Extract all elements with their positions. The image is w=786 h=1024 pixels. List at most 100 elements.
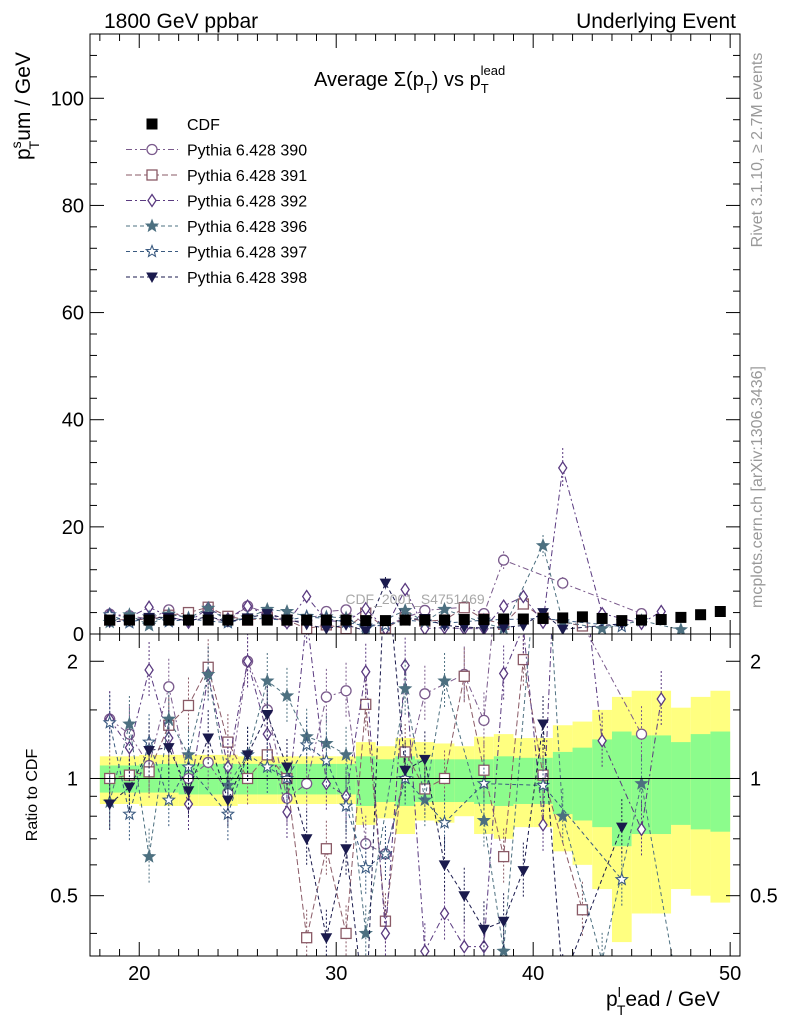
band-green-30 [690, 734, 711, 830]
cdf-point-14 [379, 615, 391, 627]
ratio-tick-label-left-0.5: 0.5 [50, 886, 78, 908]
cdf-point-25 [596, 612, 608, 624]
ratio-tick-label-right-2: 2 [750, 651, 761, 673]
ratio-point-3-3 [161, 711, 176, 726]
ratio-point-5-5 [202, 733, 215, 745]
series-point-5-13 [359, 626, 372, 634]
legend-label-3: Pythia 6.428 392 [187, 194, 307, 211]
legend-entry-2: Pythia 6.428 391 [126, 168, 307, 185]
y-tick-label-20: 20 [62, 517, 84, 539]
cdf-point-26 [616, 615, 628, 627]
chart-title-vs: ) vs p [432, 69, 481, 91]
ratio-point-2-16 [420, 944, 430, 956]
ratio-point-4-2 [141, 734, 157, 749]
ratio-point-4-0 [102, 715, 117, 729]
legend-label-5: Pythia 6.428 397 [187, 245, 307, 262]
ratio-point-5-7 [241, 750, 254, 761]
ratio-point-2-11 [321, 776, 332, 791]
ratio-point-3-18 [496, 943, 511, 956]
ratio-point-3-22 [634, 776, 649, 790]
ratio-point-2-7 [242, 654, 253, 669]
chart-title-sub2: T [481, 81, 489, 96]
ratio-point-2-22 [538, 817, 548, 833]
ratio-point-3-16 [437, 673, 452, 688]
cdf-point-15 [399, 614, 411, 626]
series-point-2-10 [301, 589, 312, 604]
ratio-point-1-6 [222, 736, 234, 748]
cdf-data [104, 606, 726, 627]
axis-ticks [90, 34, 740, 956]
band-green-14 [375, 759, 396, 803]
series-ratio-5 [103, 634, 628, 987]
ratio-point-3-20 [555, 808, 570, 823]
series-point-2-16 [420, 621, 430, 634]
ratio-point-3-12 [338, 747, 354, 761]
ratio-point-1-12 [340, 927, 352, 940]
cdf-point-9 [281, 614, 293, 626]
legend-entry-0: CDF [146, 117, 220, 134]
ratio-point-0-17 [478, 714, 490, 727]
y-tick-label-40: 40 [62, 410, 84, 432]
ratio-point-1-18 [458, 670, 470, 682]
ratio-point-5-23 [558, 978, 568, 987]
x-tick-label-50: 50 [719, 963, 741, 985]
ratio-point-4-15 [437, 815, 452, 829]
cdf-point-5 [202, 614, 214, 626]
main-panel-series [102, 448, 726, 634]
band-green-26 [611, 731, 632, 847]
ratio-point-3-17 [476, 813, 492, 827]
cdf-point-4 [182, 614, 194, 626]
cdf-point-27 [636, 614, 648, 626]
series-point-3-5 [201, 600, 216, 615]
series-point-3-16 [437, 601, 452, 616]
ratio-tick-label-left-1: 1 [67, 768, 78, 790]
x-axis-label-rest: ead / GeV [625, 988, 720, 1011]
cdf-point-7 [242, 614, 254, 626]
legend-label-6: Pythia 6.428 398 [187, 270, 307, 287]
ratio-point-0-18 [499, 505, 509, 515]
series-point-5-23 [556, 624, 569, 634]
ratio-tick-label-left-2: 2 [67, 651, 78, 673]
x-tick-label-20: 20 [128, 963, 150, 985]
header-right: Underlying Event [576, 10, 736, 33]
band-green-28 [651, 735, 672, 835]
ratio-point-4-10 [319, 753, 334, 767]
ratio-point-3-5 [201, 667, 216, 681]
legend-entry-6: Pythia 6.428 398 [126, 270, 307, 287]
y-axis-label-sub: T [26, 140, 42, 149]
cdf-point-1 [123, 614, 135, 626]
series-point-3-21 [594, 621, 610, 634]
legend: CDF Pythia 6.428 390 Pythia 6.428 391 Pythi… [126, 117, 307, 287]
legend-label-2: Pythia 6.428 391 [187, 168, 307, 185]
ratio-point-4-11 [338, 798, 354, 813]
ratio-point-3-15 [417, 792, 433, 807]
ratio-point-3-8 [260, 673, 275, 688]
ratio-point-1-11 [320, 843, 333, 855]
legend-marker-3 [147, 193, 157, 208]
series-point-2-23 [557, 460, 568, 476]
watermark: CDF_2001_S4751469 [345, 591, 485, 607]
ratio-point-3-19 [537, 475, 548, 486]
legend-marker-1 [146, 143, 158, 156]
ratio-point-2-13 [360, 664, 371, 679]
ratio-point-4-7 [260, 759, 275, 774]
cdf-point-23 [557, 612, 569, 624]
ratio-point-0-15 [419, 688, 431, 700]
cdf-point-10 [301, 614, 313, 626]
cdf-point-29 [675, 611, 687, 623]
cdf-point-24 [576, 611, 588, 623]
legend-label-4: Pythia 6.428 396 [187, 219, 307, 236]
cdf-point-12 [340, 614, 352, 626]
ratio-point-2-14 [380, 926, 391, 941]
ratio-point-4-13 [378, 846, 393, 861]
ratio-point-2-2 [144, 662, 154, 678]
ratio-point-2-20 [498, 666, 509, 681]
cdf-point-13 [360, 615, 372, 627]
ratio-point-2-23 [559, 378, 567, 390]
cdf-point-31 [714, 606, 726, 617]
band-green-31 [710, 731, 731, 832]
ratio-point-2-9 [282, 804, 292, 820]
series-point-5-8 [261, 609, 274, 620]
y-tick-label-0: 0 [73, 624, 84, 646]
legend-marker-6 [146, 272, 158, 284]
